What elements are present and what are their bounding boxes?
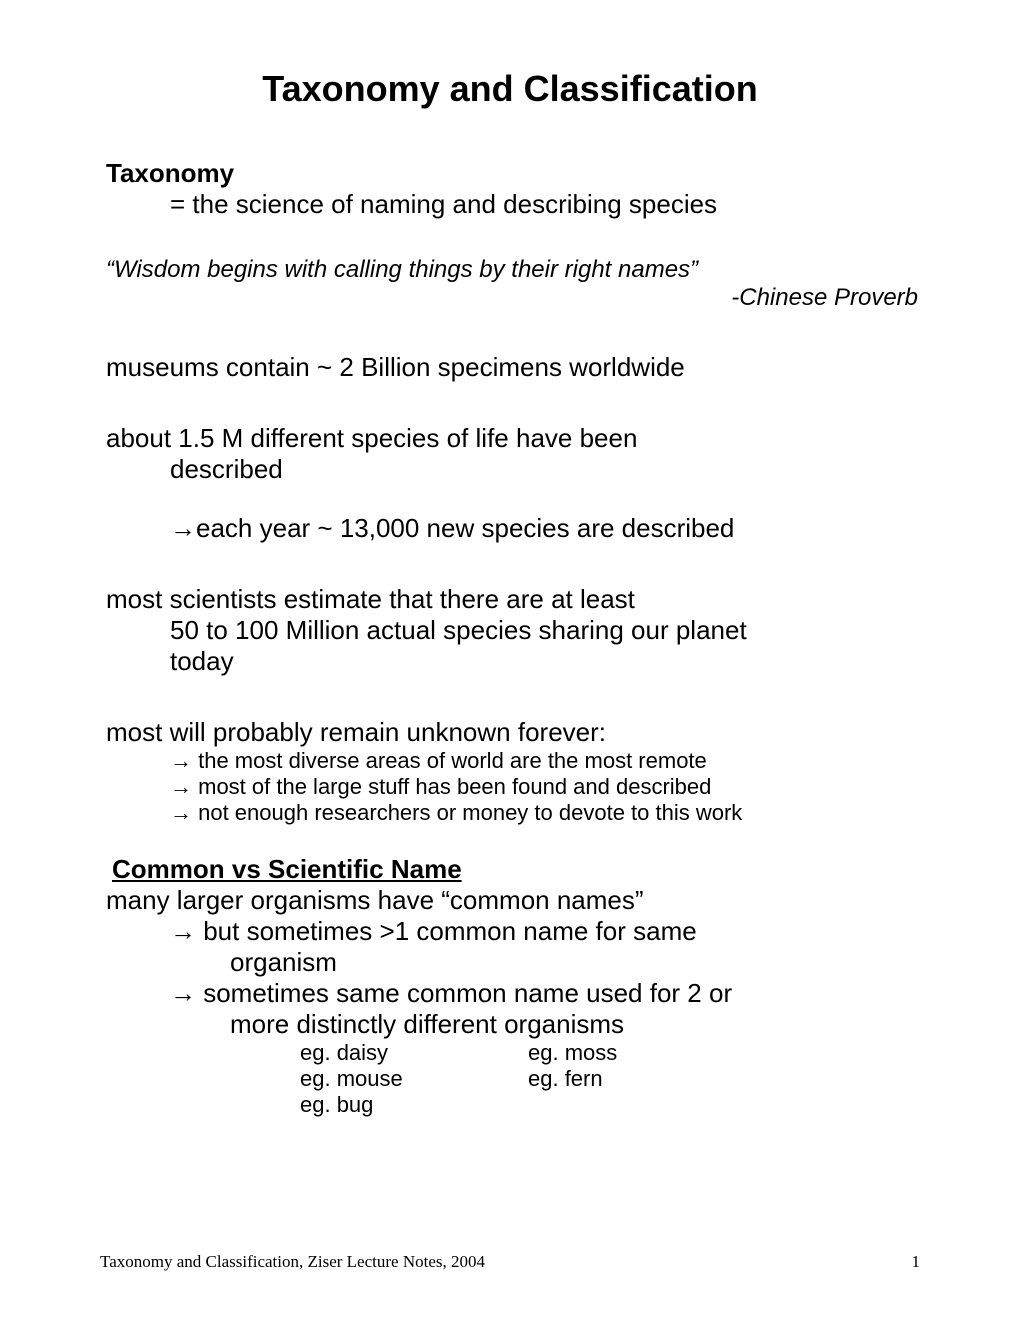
example-daisy: eg. daisy: [300, 1040, 528, 1066]
arrow-new-species: →each year ~ 13,000 new species are desc…: [170, 513, 920, 544]
page-title: Taxonomy and Classification: [100, 68, 920, 110]
sub-arrow-2: → most of the large stuff has been found…: [170, 774, 920, 800]
taxonomy-definition: = the science of naming and describing s…: [170, 189, 920, 220]
footer-left: Taxonomy and Classification, Ziser Lectu…: [100, 1252, 485, 1272]
example-moss: eg. moss: [528, 1040, 617, 1066]
section-heading-common-vs-scientific: Common vs Scientific Name: [112, 854, 920, 885]
example-fern: eg. fern: [528, 1066, 603, 1092]
arrow-multi-common-l2: organism: [230, 947, 920, 978]
example-row-3: eg. bug: [300, 1092, 920, 1118]
section-heading-taxonomy: Taxonomy: [106, 158, 920, 189]
paragraph-estimate-l1: most scientists estimate that there are …: [106, 584, 920, 615]
paragraph-estimate-l2: 50 to 100 Million actual species sharing…: [170, 615, 920, 646]
paragraph-species-l2: described: [170, 454, 920, 485]
common-names-line: many larger organisms have “common names…: [106, 885, 920, 916]
example-row-1: eg. daisy eg. moss: [300, 1040, 920, 1066]
paragraph-estimate-l3: today: [170, 646, 920, 677]
example-bug: eg. bug: [300, 1092, 528, 1118]
quote-attribution: -Chinese Proverb: [100, 284, 918, 312]
page-footer: Taxonomy and Classification, Ziser Lectu…: [100, 1252, 920, 1272]
sub-arrow-3: → not enough researchers or money to dev…: [170, 800, 920, 826]
arrow-same-common-l1: → sometimes same common name used for 2 …: [170, 978, 920, 1009]
example-row-2: eg. mouse eg. fern: [300, 1066, 920, 1092]
example-mouse: eg. mouse: [300, 1066, 528, 1092]
paragraph-species-l1: about 1.5 M different species of life ha…: [106, 423, 920, 454]
arrow-same-common-l2: more distinctly different organisms: [230, 1009, 920, 1040]
arrow-multi-common-l1: → but sometimes >1 common name for same: [170, 916, 920, 947]
paragraph-museums: museums contain ~ 2 Billion specimens wo…: [106, 352, 920, 383]
sub-arrow-1: → the most diverse areas of world are th…: [170, 748, 920, 774]
quote-text: “Wisdom begins with calling things by th…: [106, 256, 920, 284]
paragraph-unknown: most will probably remain unknown foreve…: [106, 717, 920, 748]
footer-page-number: 1: [912, 1252, 921, 1272]
